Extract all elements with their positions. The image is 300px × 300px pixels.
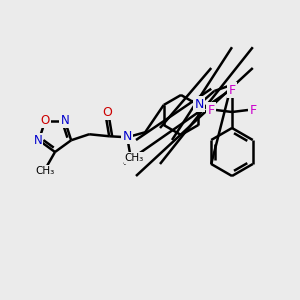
Text: CH₃: CH₃: [35, 166, 55, 176]
Text: N: N: [34, 134, 42, 147]
Text: N: N: [61, 114, 69, 127]
Text: N: N: [122, 130, 132, 143]
Text: CH₃: CH₃: [124, 153, 144, 163]
Text: F: F: [207, 103, 214, 116]
Text: O: O: [103, 106, 112, 119]
Text: N: N: [195, 98, 204, 110]
Text: F: F: [228, 83, 236, 97]
Text: O: O: [40, 114, 50, 127]
Text: F: F: [249, 103, 256, 116]
